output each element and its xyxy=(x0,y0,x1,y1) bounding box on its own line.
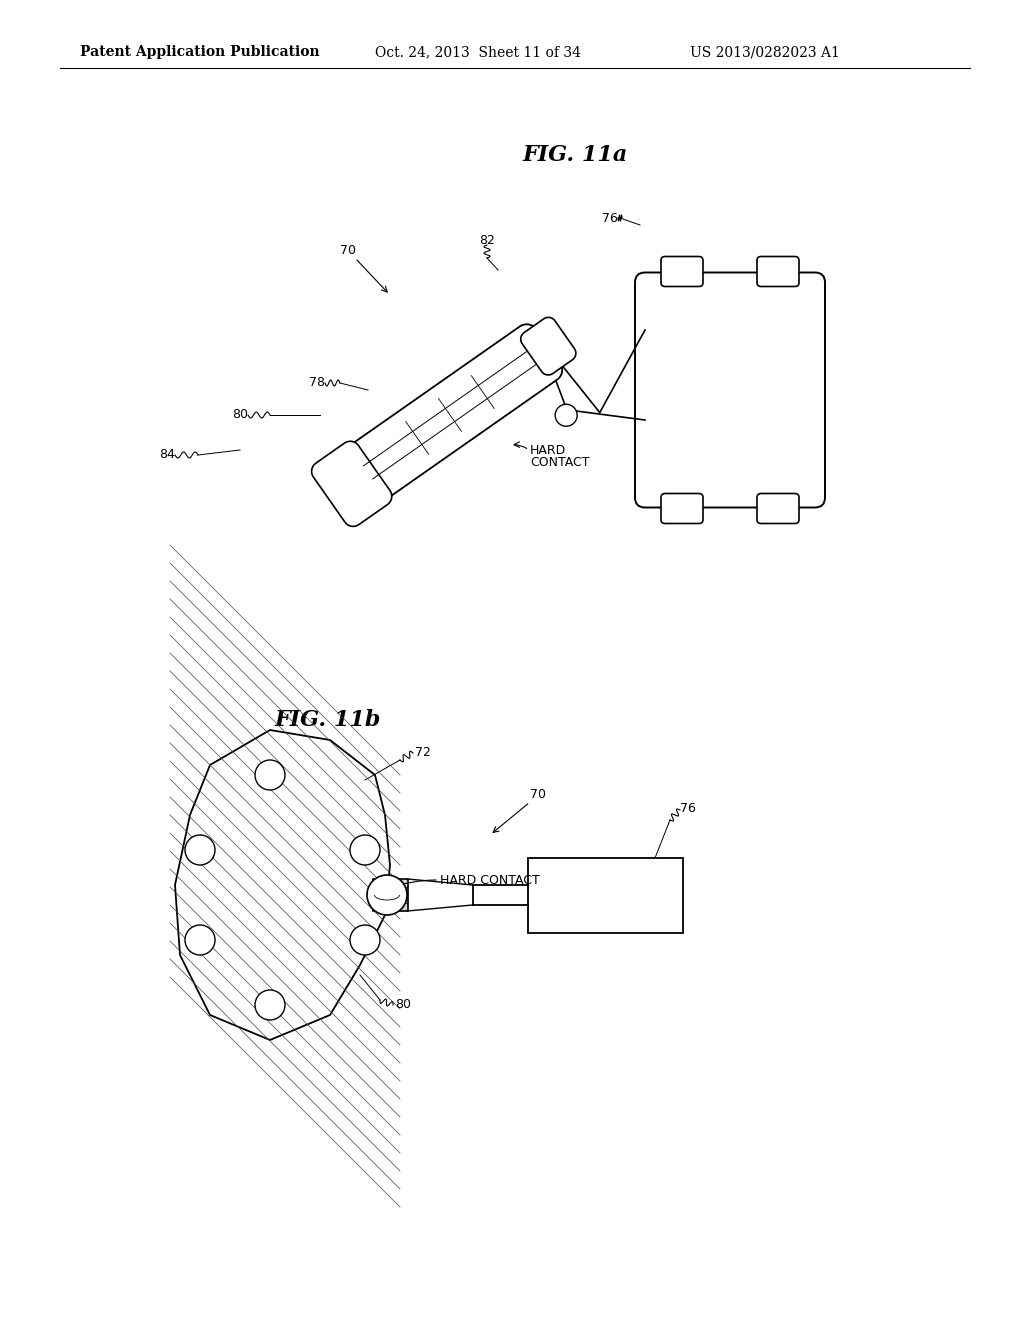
Circle shape xyxy=(255,990,285,1020)
Bar xyxy=(527,858,683,932)
Text: CONTACT: CONTACT xyxy=(530,457,590,470)
Text: FIG. 11b: FIG. 11b xyxy=(275,709,381,731)
Text: 80: 80 xyxy=(395,998,411,1011)
Text: 76: 76 xyxy=(602,211,618,224)
Text: Patent Application Publication: Patent Application Publication xyxy=(80,45,319,59)
Text: FIG. 11a: FIG. 11a xyxy=(522,144,628,166)
Text: Oct. 24, 2013  Sheet 11 of 34: Oct. 24, 2013 Sheet 11 of 34 xyxy=(375,45,581,59)
Polygon shape xyxy=(338,325,562,506)
Circle shape xyxy=(350,925,380,954)
Text: HARD CONTACT: HARD CONTACT xyxy=(440,874,540,887)
Text: 82: 82 xyxy=(479,234,495,247)
Polygon shape xyxy=(311,441,392,527)
FancyBboxPatch shape xyxy=(635,272,825,507)
Polygon shape xyxy=(175,730,390,1040)
Circle shape xyxy=(555,404,578,426)
Polygon shape xyxy=(521,317,575,375)
Text: 70: 70 xyxy=(340,243,356,256)
FancyBboxPatch shape xyxy=(662,494,703,524)
Text: HARD: HARD xyxy=(530,444,566,457)
Circle shape xyxy=(185,925,215,954)
Circle shape xyxy=(350,836,380,865)
Text: 72: 72 xyxy=(415,747,431,759)
FancyBboxPatch shape xyxy=(757,494,799,524)
Text: 70: 70 xyxy=(530,788,546,801)
Circle shape xyxy=(255,760,285,789)
Circle shape xyxy=(367,875,407,915)
FancyBboxPatch shape xyxy=(662,256,703,286)
Bar xyxy=(373,879,408,911)
Circle shape xyxy=(185,836,215,865)
Text: 84: 84 xyxy=(159,449,175,462)
Text: 80: 80 xyxy=(232,408,248,421)
Text: 78: 78 xyxy=(309,376,325,389)
Text: US 2013/0282023 A1: US 2013/0282023 A1 xyxy=(690,45,840,59)
Text: 76: 76 xyxy=(680,801,696,814)
FancyBboxPatch shape xyxy=(757,256,799,286)
